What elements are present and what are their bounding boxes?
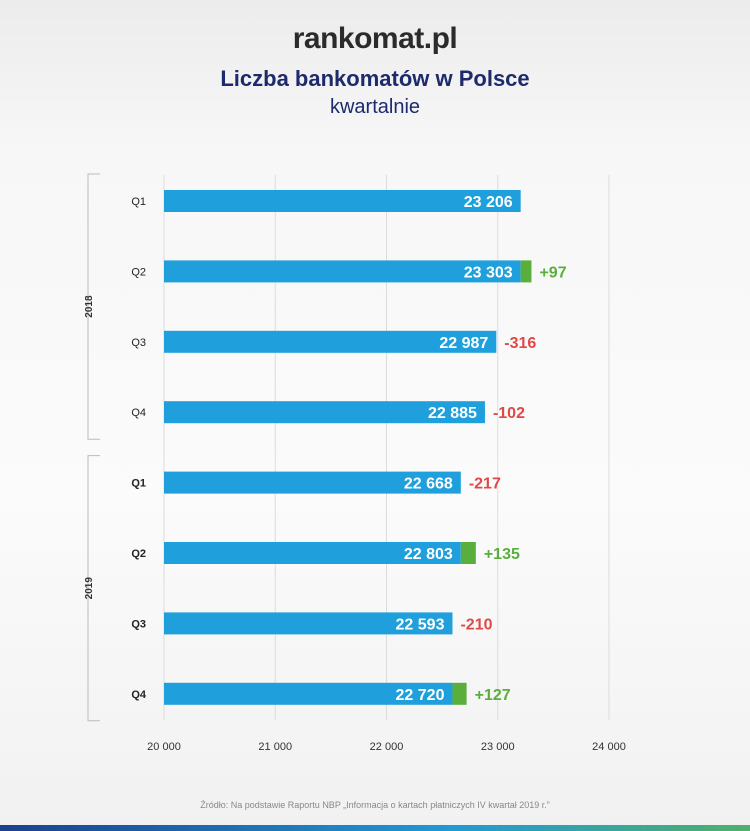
- change-label: -102: [493, 405, 525, 422]
- change-label: +135: [484, 546, 520, 563]
- bar-increase: [452, 682, 467, 705]
- category-label: Q1: [131, 478, 146, 490]
- value-label: 22 885: [428, 405, 477, 422]
- change-label: +97: [539, 264, 566, 281]
- value-label: 22 593: [396, 616, 445, 633]
- bar: [164, 612, 453, 635]
- change-label: -217: [469, 476, 501, 493]
- category-label: Q1: [131, 196, 146, 208]
- x-tick-label: 20 000: [147, 741, 181, 753]
- change-label: +127: [475, 687, 511, 704]
- bar: [164, 330, 497, 353]
- bar-increase: [520, 260, 532, 283]
- bar: [164, 260, 521, 283]
- value-label: 22 720: [396, 687, 445, 704]
- value-label: 22 803: [404, 546, 453, 563]
- bar: [164, 542, 461, 564]
- source-note: Źródło: Na podstawie Raportu NBP „Inform…: [200, 800, 550, 810]
- bottom-stripe: [0, 825, 750, 831]
- change-label: -210: [460, 616, 492, 633]
- bar-increase: [460, 542, 476, 564]
- bar-chart: 20 000 21 000 22 000 23 000 24 000 2018 2019 Q1…: [84, 173, 626, 753]
- category-label: Q4: [131, 689, 147, 701]
- bar: [164, 401, 485, 424]
- value-label: 22 987: [439, 335, 488, 352]
- chart-title: Liczba bankomatów w Polsce: [220, 66, 530, 91]
- group-label: 2018: [84, 295, 95, 318]
- category-label: Q3: [131, 337, 146, 349]
- group-label: 2019: [84, 577, 95, 600]
- value-label: 23 303: [464, 264, 513, 281]
- logo: rankomat.pl: [292, 22, 458, 55]
- value-label: 23 206: [464, 194, 513, 211]
- bar: [164, 471, 461, 494]
- x-tick-label: 23 000: [481, 741, 515, 753]
- bar: [164, 190, 521, 212]
- bar: [164, 682, 453, 705]
- category-label: Q2: [131, 548, 146, 560]
- group-bracket: [87, 173, 100, 440]
- x-tick-label: 21 000: [258, 741, 292, 753]
- x-tick-label: 24 000: [592, 741, 626, 753]
- group-bracket: [87, 455, 100, 722]
- change-label: -316: [504, 335, 536, 352]
- value-label: 22 668: [404, 476, 453, 493]
- category-label: Q4: [131, 407, 146, 419]
- x-tick-label: 22 000: [370, 741, 404, 753]
- chart-subtitle: kwartalnie: [329, 96, 421, 118]
- category-label: Q2: [131, 266, 146, 278]
- category-label: Q3: [131, 618, 146, 630]
